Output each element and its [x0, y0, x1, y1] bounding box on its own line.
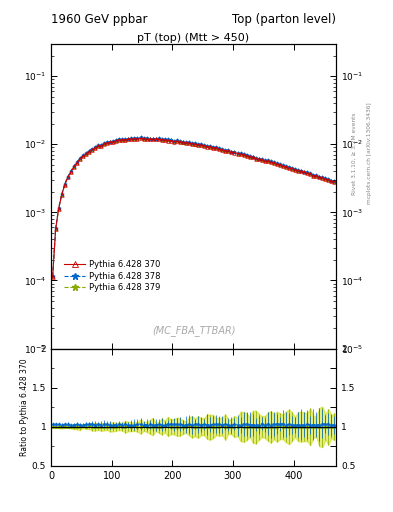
Text: Top (parton level): Top (parton level)	[232, 13, 336, 26]
Legend: Pythia 6.428 370, Pythia 6.428 378, Pythia 6.428 379: Pythia 6.428 370, Pythia 6.428 378, Pyth…	[61, 257, 164, 295]
Text: mcplots.cern.ch [arXiv:1306.3436]: mcplots.cern.ch [arXiv:1306.3436]	[367, 103, 373, 204]
Text: Rivet 3.1.10, ≥ 3.2M events: Rivet 3.1.10, ≥ 3.2M events	[352, 112, 357, 195]
Text: (MC_FBA_TTBAR): (MC_FBA_TTBAR)	[152, 326, 235, 336]
Y-axis label: Ratio to Pythia 6.428 370: Ratio to Pythia 6.428 370	[20, 358, 29, 456]
Text: 1960 GeV ppbar: 1960 GeV ppbar	[51, 13, 148, 26]
Title: pT (top) (Mtt > 450): pT (top) (Mtt > 450)	[138, 33, 250, 42]
